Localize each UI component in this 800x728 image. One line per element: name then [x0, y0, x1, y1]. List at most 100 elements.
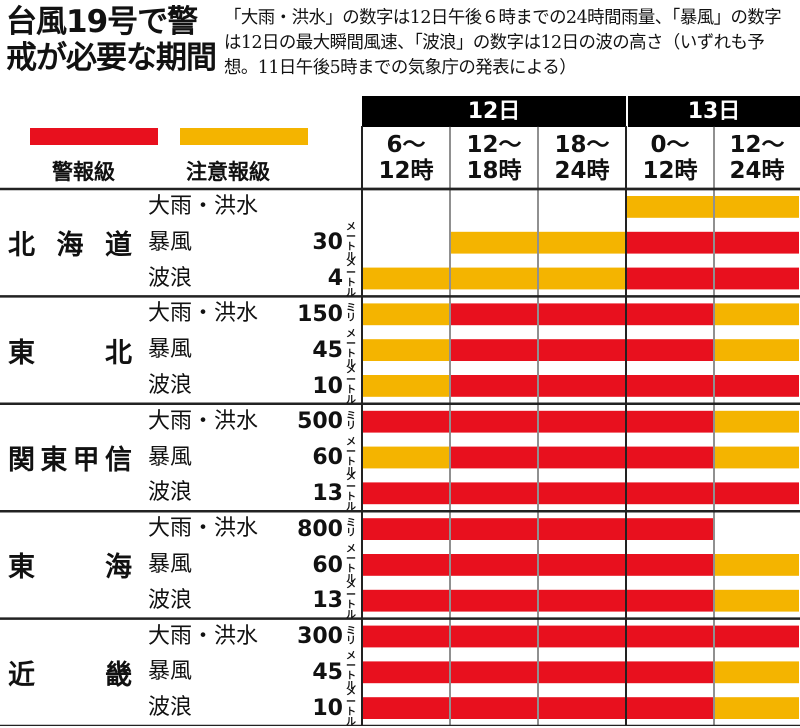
legend-label-warning: 警報級 [52, 160, 115, 184]
region-char: 畿 [105, 659, 132, 691]
period-header: 12～ 18時 [466, 132, 522, 184]
region-char: 信 [104, 444, 132, 476]
level-cell-warning [627, 589, 713, 612]
hazard-value: 45 メートル [262, 652, 358, 692]
legend-swatch-warning [30, 128, 158, 145]
hazard-value: 13 メートル [262, 579, 358, 621]
level-cell-warning [539, 446, 625, 469]
level-cell-warning [627, 697, 713, 719]
level-cell-warning [451, 625, 537, 648]
region-char: 東 [40, 444, 68, 476]
level-cell-warning [451, 410, 537, 433]
region-char: 甲 [72, 444, 100, 476]
hazard-label: 波浪 [148, 587, 193, 613]
hazard-value: 150 ミリ [262, 296, 358, 332]
level-cell-warning [627, 267, 713, 290]
hazard-value: 60 メートル [262, 544, 358, 585]
hazard-label: 大雨・洪水 [148, 301, 259, 327]
level-cell-warning [451, 518, 537, 540]
hazard-value: 300 ミリ [262, 619, 358, 655]
hazard-value: 4 メートル [262, 258, 358, 298]
region-label: 関東甲信 [8, 404, 132, 511]
chart-title: 台風19号で警戒が必要な期間 [6, 4, 217, 76]
region-char: 道 [105, 230, 132, 262]
region-label: 北海道 [8, 189, 132, 296]
level-cell-warning [715, 267, 799, 290]
value-number: 60 [312, 445, 343, 471]
level-cell-warning [627, 410, 713, 433]
level-cell-warning [451, 375, 537, 397]
level-cell-warning [715, 231, 799, 254]
value-number: 30 [312, 230, 343, 256]
hazard-value: 10 メートル [262, 366, 358, 406]
hazard-label: 大雨・洪水 [148, 194, 259, 219]
period-header: 18～ 24時 [554, 132, 610, 184]
level-cell-warning [627, 482, 713, 505]
level-cell-advisory [715, 446, 799, 469]
value-unit: ミリ [346, 518, 356, 540]
level-cell-warning [451, 339, 537, 361]
level-cell-advisory [715, 661, 799, 684]
value-number: 800 [297, 516, 343, 542]
level-cell-warning [715, 482, 799, 505]
level-cell-advisory [715, 697, 799, 719]
value-unit: メートル [346, 579, 356, 621]
level-cell-warning [363, 482, 449, 505]
level-cell-advisory [363, 375, 449, 397]
value-number: 10 [312, 373, 343, 399]
region-char: 関 [8, 444, 35, 476]
level-cell-warning [539, 589, 625, 612]
level-cell-warning [539, 375, 625, 397]
level-cell-warning [539, 697, 625, 719]
level-cell-warning [539, 554, 625, 576]
level-cell-warning [363, 661, 449, 684]
region-label: 東海 [8, 511, 132, 618]
value-unit: ミリ [346, 303, 356, 325]
period-header: 6～ 12時 [378, 132, 434, 184]
day-header: 13日 [628, 96, 800, 127]
level-cell-warning [539, 518, 625, 540]
level-cell-warning [363, 625, 449, 648]
level-cell-advisory [451, 267, 537, 290]
level-cell-warning [715, 375, 799, 397]
value-number: 60 [312, 552, 343, 578]
level-cell-warning [451, 446, 537, 469]
level-cell-advisory [363, 339, 449, 361]
level-cell-warning [627, 375, 713, 397]
level-cell-warning [627, 339, 713, 361]
level-cell-warning [539, 661, 625, 684]
level-cell-warning [363, 410, 449, 433]
level-cell-warning [363, 518, 449, 540]
region-char: 北 [105, 337, 132, 369]
legend-swatch-advisory [180, 128, 308, 145]
hazard-value: 10 メートル [262, 688, 358, 728]
level-cell-warning [539, 339, 625, 361]
level-cell-warning [627, 303, 713, 326]
level-cell-advisory [451, 231, 537, 254]
level-cell-warning [627, 446, 713, 469]
chart-note: 「大雨・洪水」の数字は12日午後６時までの24時間雨量、「暴風」の数字は12日の… [224, 8, 782, 78]
region-char: 東 [8, 337, 35, 369]
region-char: 東 [8, 552, 35, 584]
period-header: 12～ 24時 [729, 132, 785, 184]
level-cell-advisory [363, 267, 449, 290]
region-label: 東北 [8, 296, 132, 403]
level-cell-warning [363, 554, 449, 576]
level-cell-advisory [627, 196, 713, 218]
value-number: 45 [312, 659, 343, 685]
level-cell-warning [539, 410, 625, 433]
value-number: 13 [312, 480, 343, 506]
hazard-label: 大雨・洪水 [148, 623, 259, 649]
hazard-value: 60 メートル [262, 437, 358, 477]
hazard-label: 暴風 [148, 444, 193, 470]
region-char: 北 [8, 230, 35, 262]
value-unit: メートル [346, 544, 356, 585]
hazard-label: 暴風 [148, 229, 193, 255]
hazard-label: 暴風 [148, 552, 193, 577]
hazard-label: 波浪 [148, 373, 193, 398]
value-number: 150 [297, 301, 343, 327]
value-number: 45 [312, 337, 343, 363]
region-char: 近 [8, 659, 35, 691]
region-char: 海 [105, 552, 132, 584]
